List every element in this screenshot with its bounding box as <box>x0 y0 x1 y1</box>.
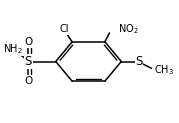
Text: NO$_2$: NO$_2$ <box>118 23 139 36</box>
Text: CH$_3$: CH$_3$ <box>154 63 174 77</box>
Text: O: O <box>24 76 32 86</box>
Text: Cl: Cl <box>59 24 69 34</box>
Text: O: O <box>24 37 32 47</box>
Text: S: S <box>25 55 32 68</box>
Text: NH$_2$: NH$_2$ <box>3 42 23 56</box>
Text: S: S <box>135 55 143 68</box>
